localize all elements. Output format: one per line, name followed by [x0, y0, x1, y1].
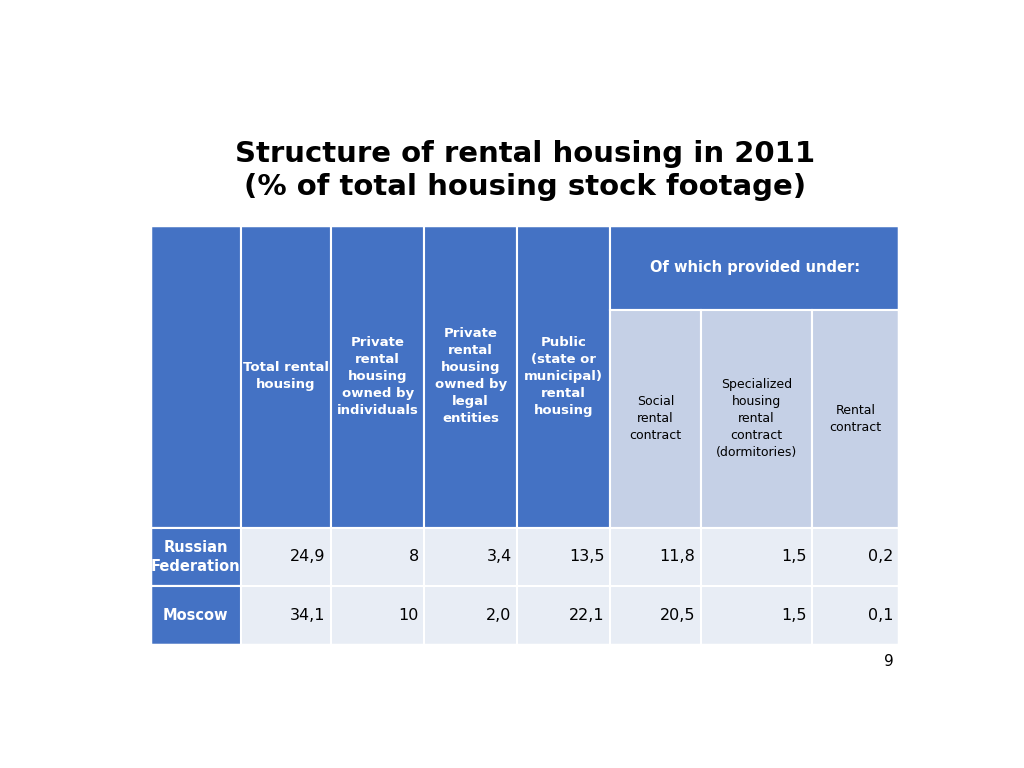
Text: 8: 8 [409, 549, 419, 564]
Bar [331, 528, 424, 586]
Bar [151, 225, 899, 645]
Text: 9: 9 [884, 654, 894, 669]
Bar [331, 586, 424, 645]
Text: 1,5: 1,5 [781, 549, 807, 564]
Bar [812, 310, 899, 528]
Bar [151, 586, 241, 645]
Text: Total rental
housing: Total rental housing [243, 362, 329, 392]
Text: 0,1: 0,1 [868, 608, 894, 623]
Bar [241, 528, 331, 586]
Bar [517, 225, 610, 528]
Bar [812, 586, 899, 645]
Text: Of which provided under:: Of which provided under: [649, 260, 860, 275]
Bar [610, 310, 700, 528]
Text: 2,0: 2,0 [486, 608, 512, 623]
Text: 0,2: 0,2 [868, 549, 894, 564]
Bar [331, 225, 424, 528]
Bar [610, 225, 899, 310]
Text: 34,1: 34,1 [290, 608, 326, 623]
Bar [151, 528, 241, 586]
Bar [517, 528, 610, 586]
Text: 1,5: 1,5 [781, 608, 807, 623]
Text: Public
(state or
municipal)
rental
housing: Public (state or municipal) rental housi… [524, 336, 603, 417]
Text: Private
rental
housing
owned by
individuals: Private rental housing owned by individu… [337, 336, 419, 417]
Bar [610, 528, 700, 586]
Text: (% of total housing stock footage): (% of total housing stock footage) [244, 173, 806, 200]
Text: Specialized
housing
rental
contract
(dormitories): Specialized housing rental contract (dor… [716, 378, 797, 459]
Bar [424, 528, 517, 586]
Text: Russian
Federation: Russian Federation [151, 539, 241, 574]
Bar [812, 528, 899, 586]
Bar [241, 586, 331, 645]
Bar [151, 225, 241, 528]
Text: Private
rental
housing
owned by
legal
entities: Private rental housing owned by legal en… [434, 327, 507, 425]
Text: Structure of rental housing in 2011: Structure of rental housing in 2011 [234, 141, 815, 168]
Bar [424, 586, 517, 645]
Bar [151, 586, 241, 645]
Bar [610, 586, 700, 645]
Text: 24,9: 24,9 [290, 549, 326, 564]
Bar [151, 528, 241, 586]
Bar [424, 225, 517, 528]
Text: 3,4: 3,4 [486, 549, 512, 564]
Text: 10: 10 [398, 608, 419, 623]
Bar [700, 586, 812, 645]
Text: 11,8: 11,8 [659, 549, 695, 564]
Bar [700, 528, 812, 586]
Text: 20,5: 20,5 [659, 608, 695, 623]
Bar [517, 586, 610, 645]
Bar [241, 225, 331, 528]
Bar [700, 310, 812, 528]
Text: Rental
contract: Rental contract [829, 404, 882, 434]
Text: Moscow: Moscow [163, 608, 228, 623]
Text: 22,1: 22,1 [569, 608, 604, 623]
Text: Social
rental
contract: Social rental contract [630, 396, 681, 442]
Text: 13,5: 13,5 [569, 549, 604, 564]
